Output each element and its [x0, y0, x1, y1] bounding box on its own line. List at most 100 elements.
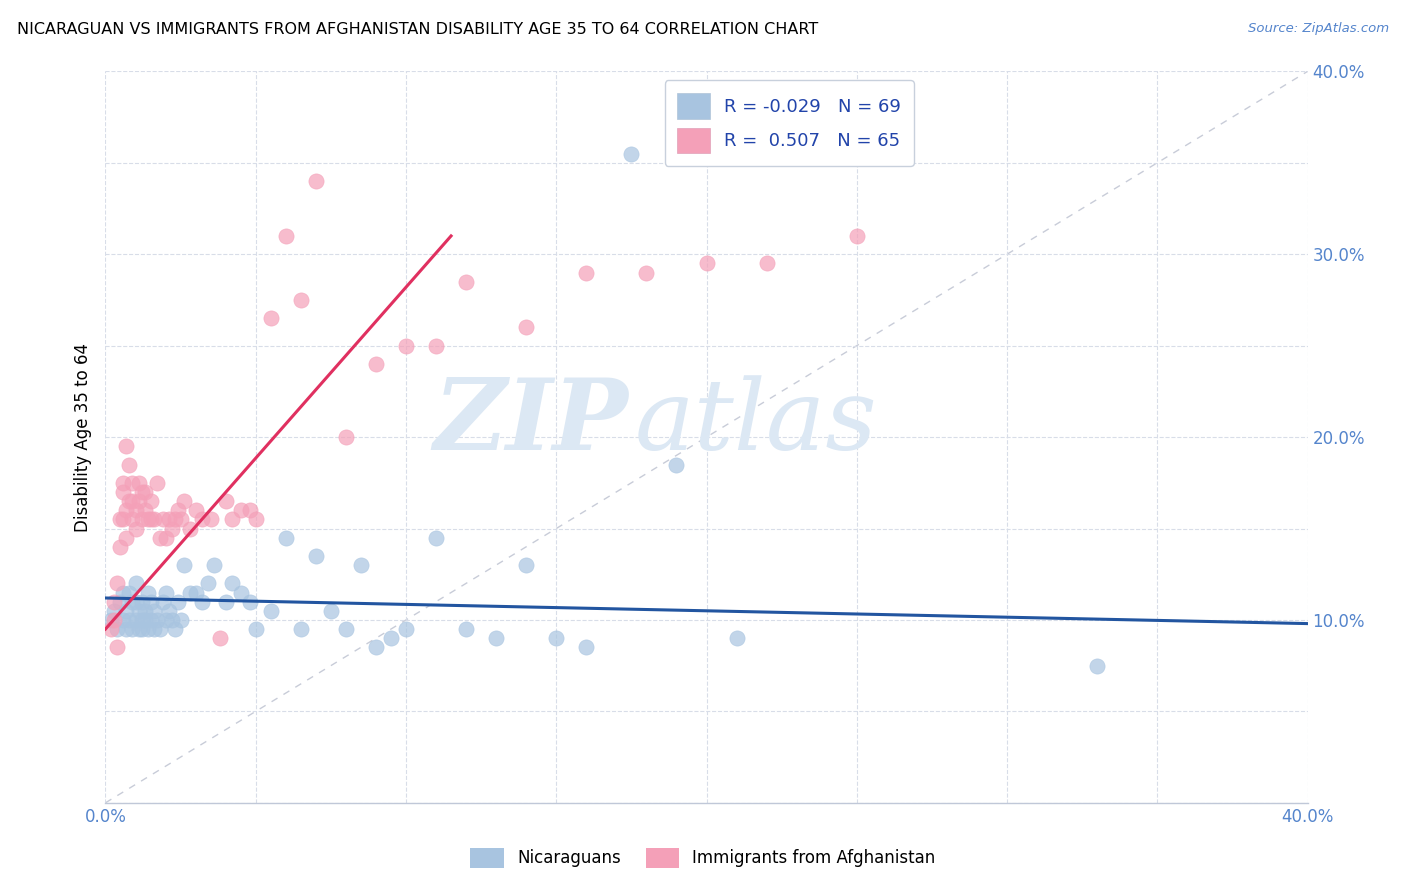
Point [485, 632, 508, 646]
Point [131, 622, 153, 636]
Point [124, 613, 146, 627]
Point [157, 512, 180, 526]
Point [221, 576, 243, 591]
Point [128, 494, 150, 508]
Point [696, 256, 718, 270]
Point [136, 512, 159, 526]
Point [1085, 658, 1108, 673]
Point [131, 594, 153, 608]
Point [142, 622, 165, 636]
Point [179, 521, 201, 535]
Point [128, 622, 150, 636]
Text: ZIP: ZIP [433, 375, 628, 471]
Point [118, 458, 141, 472]
Point [134, 503, 156, 517]
Point [139, 512, 162, 526]
Point [380, 632, 402, 646]
Point [575, 640, 598, 655]
Point [118, 585, 141, 599]
Point [214, 494, 236, 508]
Point [115, 439, 138, 453]
Point [335, 622, 357, 636]
Point [112, 475, 135, 490]
Point [245, 622, 267, 636]
Point [173, 558, 195, 573]
Point [184, 585, 207, 599]
Point [319, 604, 342, 618]
Point [260, 311, 283, 326]
Point [515, 320, 537, 334]
Point [103, 594, 125, 608]
Point [725, 632, 748, 646]
Point [107, 576, 129, 591]
Point [229, 503, 252, 517]
Point [134, 485, 156, 500]
Point [155, 531, 177, 545]
Point [110, 540, 132, 554]
Point [100, 613, 122, 627]
Point [142, 604, 165, 618]
Point [155, 613, 177, 627]
Point [118, 613, 141, 627]
Legend: R = -0.029   N = 69, R =  0.507   N = 65: R = -0.029 N = 69, R = 0.507 N = 65 [665, 80, 914, 166]
Point [112, 585, 135, 599]
Point [454, 275, 477, 289]
Point [200, 512, 222, 526]
Point [190, 512, 212, 526]
Point [425, 531, 447, 545]
Point [148, 622, 170, 636]
Point [124, 594, 146, 608]
Point [110, 512, 132, 526]
Point [163, 512, 186, 526]
Point [124, 576, 146, 591]
Point [128, 604, 150, 618]
Point [364, 357, 387, 371]
Point [364, 640, 387, 655]
Point [131, 485, 153, 500]
Point [665, 458, 688, 472]
Point [131, 512, 153, 526]
Point [163, 622, 186, 636]
Point [160, 521, 183, 535]
Point [100, 622, 122, 636]
Point [274, 531, 297, 545]
Point [128, 475, 150, 490]
Point [179, 585, 201, 599]
Point [190, 594, 212, 608]
Point [239, 503, 262, 517]
Point [160, 613, 183, 627]
Point [395, 622, 418, 636]
Point [274, 228, 297, 243]
Point [121, 475, 143, 490]
Point [134, 613, 156, 627]
Point [620, 146, 643, 161]
Point [121, 512, 143, 526]
Point [208, 632, 231, 646]
Point [152, 594, 174, 608]
Point [121, 494, 143, 508]
Point [515, 558, 537, 573]
Point [845, 228, 868, 243]
Legend: Nicaraguans, Immigrants from Afghanistan: Nicaraguans, Immigrants from Afghanistan [464, 841, 942, 875]
Point [103, 604, 125, 618]
Point [169, 512, 191, 526]
Point [103, 613, 125, 627]
Point [148, 531, 170, 545]
Point [112, 512, 135, 526]
Point [115, 531, 138, 545]
Point [115, 503, 138, 517]
Point [157, 604, 180, 618]
Point [221, 512, 243, 526]
Point [229, 585, 252, 599]
Point [169, 613, 191, 627]
Point [575, 266, 598, 280]
Point [173, 494, 195, 508]
Point [112, 485, 135, 500]
Text: NICARAGUAN VS IMMIGRANTS FROM AFGHANISTAN DISABILITY AGE 35 TO 64 CORRELATION CH: NICARAGUAN VS IMMIGRANTS FROM AFGHANISTA… [17, 22, 818, 37]
Point [425, 338, 447, 352]
Point [136, 622, 159, 636]
Point [239, 594, 262, 608]
Y-axis label: Disability Age 35 to 64: Disability Age 35 to 64 [75, 343, 93, 532]
Point [107, 640, 129, 655]
Point [305, 174, 328, 188]
